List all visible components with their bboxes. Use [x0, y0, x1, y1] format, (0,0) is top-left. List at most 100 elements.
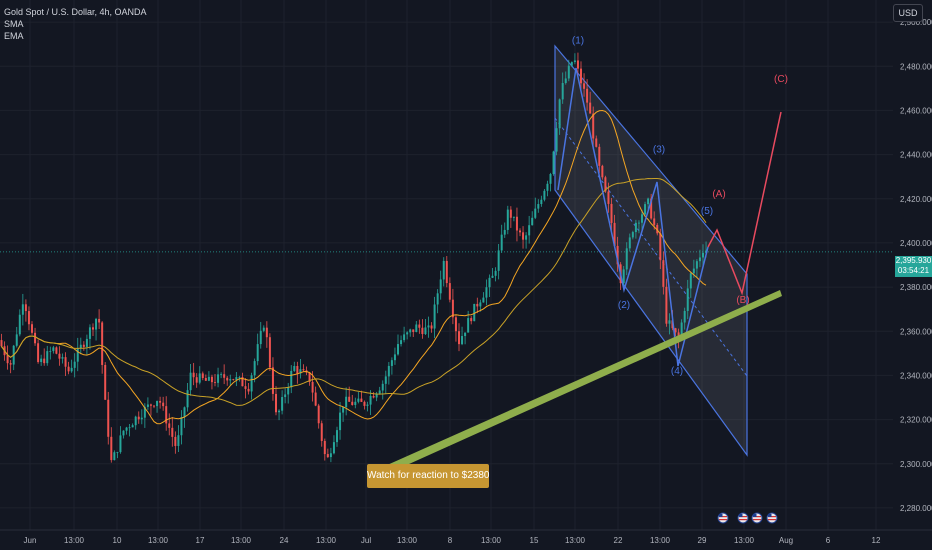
candle-body — [15, 334, 18, 346]
wave-label: (4) — [671, 366, 683, 377]
candle-body — [174, 436, 177, 446]
candle-body — [668, 320, 671, 324]
candle-body — [528, 225, 531, 236]
candle-body — [168, 423, 171, 428]
time-axis[interactable]: Jun 13:00 10 13:00 17 13:00 24 13:00 Jul 13:00 8 13… — [0, 529, 932, 550]
candle-body — [644, 204, 647, 215]
candle-body — [351, 401, 354, 405]
time-tick-label: 12 — [872, 536, 881, 545]
symbol-title[interactable]: Gold Spot / U.S. Dollar, 4h, OANDA — [4, 7, 147, 17]
candle-body — [332, 442, 335, 454]
candle-body — [85, 338, 88, 347]
candle-body — [390, 360, 393, 366]
us-flag-stripe — [719, 516, 727, 518]
candle-body — [46, 351, 49, 364]
candle-body — [647, 198, 650, 205]
last-price-tag: 2,395.930 03:54:21 — [895, 256, 932, 277]
candle-body — [0, 340, 3, 347]
us-flag-canton — [719, 514, 723, 517]
candle-body — [393, 354, 396, 361]
candle-body — [323, 440, 326, 455]
candle-body — [451, 299, 454, 318]
candle-body — [515, 216, 518, 231]
candle-body — [287, 387, 290, 395]
candle-body — [406, 332, 409, 335]
bar-countdown: 03:54:21 — [897, 266, 930, 275]
price-tick-label: 2,480.000 — [900, 62, 932, 71]
candle-body — [58, 353, 61, 359]
candle-body — [21, 304, 24, 315]
candle-body — [122, 430, 125, 436]
candle-body — [692, 268, 695, 274]
candle-body — [448, 283, 451, 300]
candle-body — [702, 252, 704, 258]
candle-body — [488, 277, 491, 288]
ema-line — [1, 109, 707, 425]
candle-body — [171, 427, 174, 437]
candle-body — [49, 351, 52, 352]
candle-body — [73, 361, 76, 368]
candle-body — [284, 394, 287, 398]
candle-body — [415, 324, 418, 333]
sma-legend-label[interactable]: SMA — [4, 19, 24, 29]
price-tick-label: 2,380.000 — [900, 283, 932, 292]
candle-body — [134, 416, 137, 426]
candle-body — [558, 99, 561, 129]
annotation-note[interactable]: Watch for reaction to $2380 — [367, 464, 489, 488]
candle-body — [262, 327, 265, 331]
candle-body — [247, 388, 250, 392]
candle-body — [464, 332, 467, 337]
time-tick-label: 13:00 — [231, 536, 252, 545]
candlestick-series — [0, 52, 708, 463]
candle-body — [177, 435, 180, 446]
price-tick-label: 2,360.000 — [900, 327, 932, 336]
candle-body — [345, 396, 348, 408]
candle-body — [470, 318, 473, 322]
time-tick-label: 13:00 — [148, 536, 169, 545]
candle-body — [576, 60, 579, 69]
candle-body — [241, 377, 244, 387]
currency-button[interactable]: USD — [893, 4, 923, 22]
candle-body — [592, 113, 595, 139]
candle-body — [104, 364, 107, 400]
wave-label: (C) — [774, 74, 788, 85]
time-tick-label: 6 — [826, 536, 831, 545]
us-flag-stripe — [719, 519, 727, 521]
candle-body — [552, 151, 555, 175]
candle-body — [503, 229, 506, 235]
candle-body — [137, 416, 140, 420]
candle-body — [232, 379, 235, 380]
price-tick-label: 2,320.000 — [900, 416, 932, 425]
candle-body — [195, 377, 198, 383]
candle-body — [372, 395, 375, 398]
candle-body — [430, 325, 433, 329]
time-tick-label: 17 — [196, 536, 205, 545]
candle-body — [363, 401, 366, 406]
candle-body — [659, 233, 662, 261]
chart-legend: Gold Spot / U.S. Dollar, 4h, OANDA SMA E… — [4, 6, 147, 42]
candle-body — [116, 452, 119, 453]
candle-body — [400, 340, 403, 345]
candle-body — [525, 235, 528, 240]
ema-legend-label[interactable]: EMA — [4, 31, 24, 41]
candle-body — [561, 83, 564, 100]
candle-body — [67, 366, 70, 372]
candle-body — [381, 383, 384, 391]
candle-body — [55, 347, 58, 354]
candle-body — [217, 374, 220, 383]
price-tick-label: 2,400.000 — [900, 239, 932, 248]
candle-body — [342, 407, 345, 413]
candle-body — [183, 407, 186, 418]
us-flag-stripe — [768, 516, 776, 518]
time-tick-label: 15 — [530, 536, 539, 545]
candle-body — [278, 410, 281, 413]
time-tick-label: 24 — [280, 536, 289, 545]
candle-body — [686, 288, 689, 311]
wave-label: (2) — [618, 300, 630, 311]
candle-body — [656, 224, 659, 234]
time-axis-bg — [0, 530, 932, 550]
candle-body — [165, 406, 168, 424]
candle-body — [18, 314, 21, 335]
candle-body — [119, 435, 122, 453]
candle-body — [348, 396, 351, 402]
